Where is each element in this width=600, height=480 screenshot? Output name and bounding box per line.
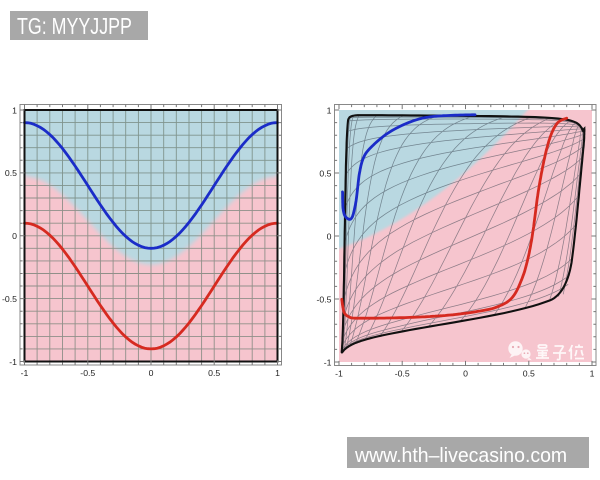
svg-text:-1: -1 bbox=[324, 357, 332, 367]
svg-text:1: 1 bbox=[590, 369, 595, 379]
svg-text:0.5: 0.5 bbox=[523, 369, 535, 379]
svg-text:0: 0 bbox=[327, 231, 332, 241]
svg-text:1: 1 bbox=[12, 105, 17, 115]
svg-text:-1: -1 bbox=[9, 357, 17, 367]
svg-text:0.5: 0.5 bbox=[208, 368, 220, 378]
svg-text:0.5: 0.5 bbox=[319, 168, 331, 178]
svg-text:-0.5: -0.5 bbox=[2, 294, 17, 304]
svg-text:0: 0 bbox=[149, 368, 154, 378]
svg-text:-0.5: -0.5 bbox=[395, 369, 410, 379]
svg-text:0.5: 0.5 bbox=[5, 168, 17, 178]
svg-text:0: 0 bbox=[12, 231, 17, 241]
svg-text:1: 1 bbox=[327, 105, 332, 115]
svg-text:-1: -1 bbox=[21, 368, 29, 378]
svg-text:-1: -1 bbox=[335, 369, 343, 379]
svg-text:-0.5: -0.5 bbox=[80, 368, 95, 378]
svg-text:1: 1 bbox=[275, 368, 280, 378]
svg-text:0: 0 bbox=[463, 369, 468, 379]
svg-text:-0.5: -0.5 bbox=[317, 294, 332, 304]
